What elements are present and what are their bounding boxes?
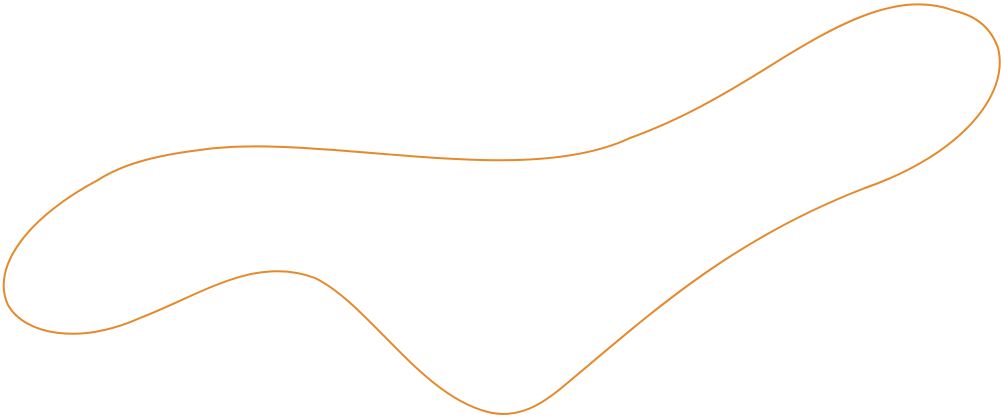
outline-shape xyxy=(2,3,1001,415)
